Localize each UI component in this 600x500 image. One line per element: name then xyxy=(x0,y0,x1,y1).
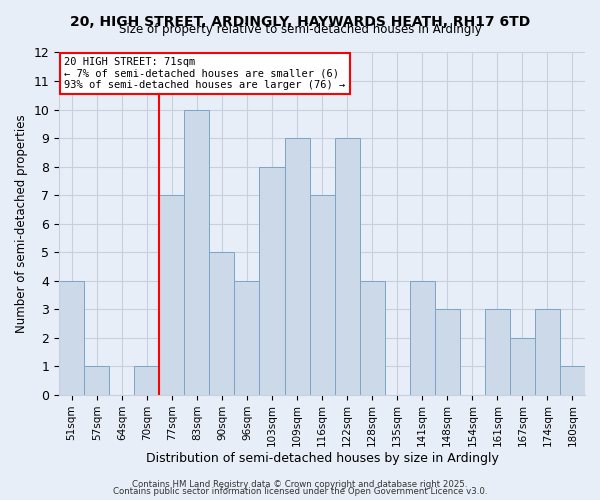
X-axis label: Distribution of semi-detached houses by size in Ardingly: Distribution of semi-detached houses by … xyxy=(146,452,499,465)
Bar xyxy=(259,166,284,394)
Bar xyxy=(209,252,235,394)
Bar xyxy=(485,309,510,394)
Bar xyxy=(310,195,335,394)
Bar xyxy=(134,366,160,394)
Bar xyxy=(510,338,535,394)
Bar xyxy=(435,309,460,394)
Bar xyxy=(359,280,385,394)
Bar xyxy=(184,110,209,395)
Bar xyxy=(284,138,310,394)
Bar xyxy=(560,366,585,394)
Y-axis label: Number of semi-detached properties: Number of semi-detached properties xyxy=(15,114,28,333)
Bar xyxy=(84,366,109,394)
Text: Size of property relative to semi-detached houses in Ardingly: Size of property relative to semi-detach… xyxy=(119,22,481,36)
Bar xyxy=(410,280,435,394)
Bar xyxy=(160,195,184,394)
Text: 20 HIGH STREET: 71sqm
← 7% of semi-detached houses are smaller (6)
93% of semi-d: 20 HIGH STREET: 71sqm ← 7% of semi-detac… xyxy=(64,57,346,90)
Bar xyxy=(335,138,359,394)
Bar xyxy=(235,280,259,394)
Bar xyxy=(535,309,560,394)
Text: Contains HM Land Registry data © Crown copyright and database right 2025.: Contains HM Land Registry data © Crown c… xyxy=(132,480,468,489)
Text: 20, HIGH STREET, ARDINGLY, HAYWARDS HEATH, RH17 6TD: 20, HIGH STREET, ARDINGLY, HAYWARDS HEAT… xyxy=(70,15,530,29)
Bar xyxy=(59,280,84,394)
Text: Contains public sector information licensed under the Open Government Licence v3: Contains public sector information licen… xyxy=(113,487,487,496)
